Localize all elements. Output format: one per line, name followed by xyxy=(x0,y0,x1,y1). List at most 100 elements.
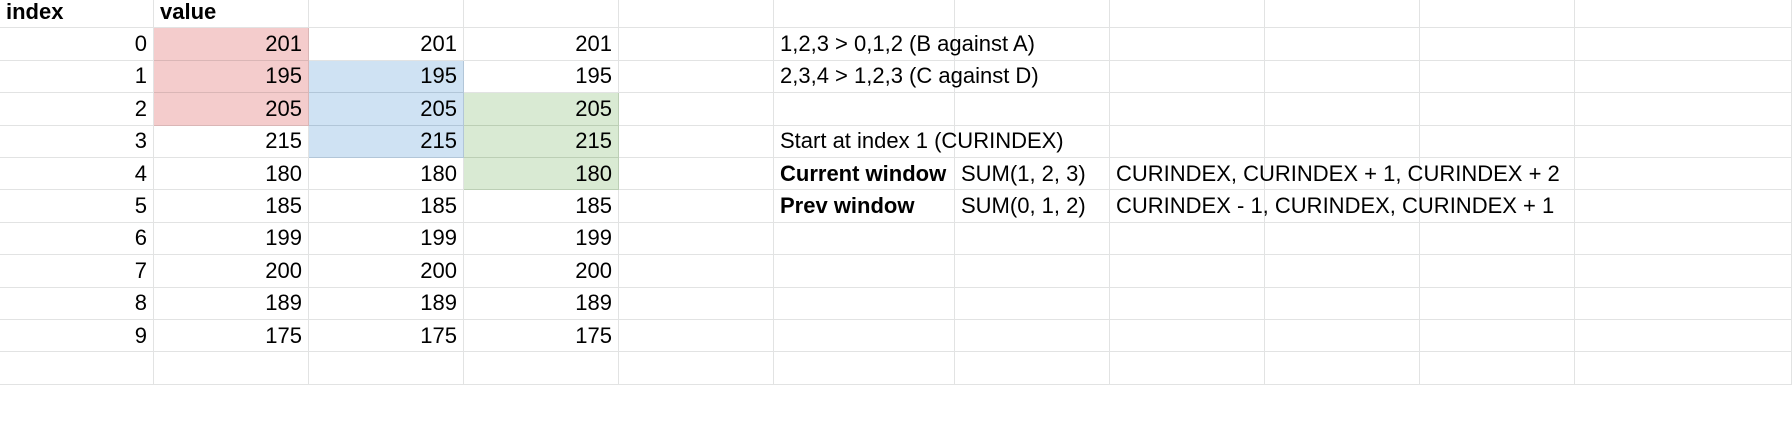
cell-i-row-6[interactable] xyxy=(1265,222,1420,256)
cell-i-row-3[interactable] xyxy=(1265,125,1420,158)
cell-f-row-9[interactable] xyxy=(774,320,955,353)
cell-index-row-7[interactable]: 7 xyxy=(0,255,154,288)
cell-h-row-3[interactable] xyxy=(1110,125,1265,158)
cell-j-row-5[interactable] xyxy=(1420,190,1575,223)
cell-empty[interactable] xyxy=(1110,352,1265,385)
cell-f-row-1[interactable]: 2,3,4 > 1,2,3 (C against D) xyxy=(774,60,1039,94)
cell-value-row-4[interactable]: 180 xyxy=(154,158,309,191)
cell-value-row-3[interactable]: 215 xyxy=(154,125,309,158)
header-cell-i[interactable] xyxy=(1265,0,1420,29)
cell-value-row-9[interactable]: 175 xyxy=(154,320,309,353)
cell-i-row-2[interactable] xyxy=(1265,93,1420,126)
cell-k-row-2[interactable] xyxy=(1575,93,1792,126)
cell-g-row-3[interactable] xyxy=(955,125,1110,158)
cell-empty[interactable] xyxy=(0,352,154,385)
cell-c-row-2[interactable]: 205 xyxy=(309,93,464,126)
cell-h-row-1[interactable] xyxy=(1110,60,1265,94)
cell-d-row-4[interactable]: 180 xyxy=(464,158,619,191)
cell-k-row-0[interactable] xyxy=(1575,28,1792,61)
cell-e-row-0[interactable] xyxy=(619,28,774,61)
cell-index-row-0[interactable]: 0 xyxy=(0,28,154,61)
cell-k-row-7[interactable] xyxy=(1575,255,1792,288)
cell-value-row-6[interactable]: 199 xyxy=(154,222,309,256)
cell-g-row-7[interactable] xyxy=(955,255,1110,288)
cell-k-row-5[interactable] xyxy=(1575,190,1792,223)
cell-g-row-9[interactable] xyxy=(955,320,1110,353)
cell-d-row-2[interactable]: 205 xyxy=(464,93,619,126)
cell-d-row-8[interactable]: 189 xyxy=(464,287,619,320)
cell-c-row-7[interactable]: 200 xyxy=(309,255,464,288)
cell-j-row-0[interactable] xyxy=(1420,28,1575,61)
cell-empty[interactable] xyxy=(154,352,309,385)
cell-i-row-7[interactable] xyxy=(1265,255,1420,288)
cell-value-row-8[interactable]: 189 xyxy=(154,287,309,320)
cell-h-row-8[interactable] xyxy=(1110,287,1265,320)
cell-e-row-9[interactable] xyxy=(619,320,774,353)
cell-c-row-4[interactable]: 180 xyxy=(309,158,464,191)
cell-value-row-0[interactable]: 201 xyxy=(154,28,309,61)
cell-c-row-6[interactable]: 199 xyxy=(309,222,464,256)
cell-value-row-2[interactable]: 205 xyxy=(154,93,309,126)
cell-i-row-9[interactable] xyxy=(1265,320,1420,353)
cell-empty[interactable] xyxy=(955,352,1110,385)
cell-k-row-4[interactable] xyxy=(1575,158,1792,191)
cell-index-row-2[interactable]: 2 xyxy=(0,93,154,126)
cell-e-row-2[interactable] xyxy=(619,93,774,126)
cell-j-row-1[interactable] xyxy=(1420,60,1575,94)
header-cell-f[interactable] xyxy=(774,0,955,29)
cell-g-row-0[interactable] xyxy=(955,28,1110,61)
cell-f-row-6[interactable] xyxy=(774,222,955,256)
cell-d-row-9[interactable]: 175 xyxy=(464,320,619,353)
cell-g-row-4[interactable]: SUM(1, 2, 3) xyxy=(955,158,1110,191)
cell-f-row-7[interactable] xyxy=(774,255,955,288)
cell-g-row-8[interactable] xyxy=(955,287,1110,320)
header-cell-d[interactable] xyxy=(464,0,619,29)
cell-j-row-8[interactable] xyxy=(1420,287,1575,320)
header-cell-h[interactable] xyxy=(1110,0,1265,29)
header-cell-k[interactable] xyxy=(1575,0,1792,29)
cell-e-row-4[interactable] xyxy=(619,158,774,191)
cell-h-row-2[interactable] xyxy=(1110,93,1265,126)
cell-k-row-3[interactable] xyxy=(1575,125,1792,158)
cell-j-row-7[interactable] xyxy=(1420,255,1575,288)
cell-f-row-8[interactable] xyxy=(774,287,955,320)
cell-k-row-9[interactable] xyxy=(1575,320,1792,353)
cell-empty[interactable] xyxy=(464,352,619,385)
cell-j-row-3[interactable] xyxy=(1420,125,1575,158)
cell-e-row-5[interactable] xyxy=(619,190,774,223)
cell-c-row-0[interactable]: 201 xyxy=(309,28,464,61)
cell-h-row-0[interactable] xyxy=(1110,28,1265,61)
cell-value-row-7[interactable]: 200 xyxy=(154,255,309,288)
cell-index-row-3[interactable]: 3 xyxy=(0,125,154,158)
cell-value-row-5[interactable]: 185 xyxy=(154,190,309,223)
cell-j-row-4[interactable] xyxy=(1420,158,1575,191)
cell-k-row-1[interactable] xyxy=(1575,60,1792,94)
cell-empty[interactable] xyxy=(1575,352,1792,385)
cell-i-row-5[interactable] xyxy=(1265,190,1420,223)
cell-index-row-4[interactable]: 4 xyxy=(0,158,154,191)
cell-i-row-4[interactable] xyxy=(1265,158,1420,191)
cell-f-row-2[interactable] xyxy=(774,93,955,126)
cell-f-row-3[interactable]: Start at index 1 (CURINDEX) xyxy=(774,125,1064,158)
cell-d-row-5[interactable]: 185 xyxy=(464,190,619,223)
cell-h-row-7[interactable] xyxy=(1110,255,1265,288)
cell-c-row-9[interactable]: 175 xyxy=(309,320,464,353)
cell-g-row-6[interactable] xyxy=(955,222,1110,256)
cell-h-row-9[interactable] xyxy=(1110,320,1265,353)
cell-c-row-1[interactable]: 195 xyxy=(309,60,464,94)
cell-h-row-5[interactable]: CURINDEX - 1, CURINDEX, CURINDEX + 1 xyxy=(1110,190,1554,223)
cell-h-row-4[interactable]: CURINDEX, CURINDEX + 1, CURINDEX + 2 xyxy=(1110,158,1560,191)
cell-index-row-8[interactable]: 8 xyxy=(0,287,154,320)
cell-d-row-1[interactable]: 195 xyxy=(464,60,619,94)
cell-d-row-0[interactable]: 201 xyxy=(464,28,619,61)
cell-c-row-3[interactable]: 215 xyxy=(309,125,464,158)
cell-h-row-6[interactable] xyxy=(1110,222,1265,256)
cell-d-row-7[interactable]: 200 xyxy=(464,255,619,288)
cell-d-row-6[interactable]: 199 xyxy=(464,222,619,256)
cell-value-row-1[interactable]: 195 xyxy=(154,60,309,94)
cell-index-row-1[interactable]: 1 xyxy=(0,60,154,94)
cell-g-row-5[interactable]: SUM(0, 1, 2) xyxy=(955,190,1110,223)
cell-c-row-8[interactable]: 189 xyxy=(309,287,464,320)
cell-j-row-2[interactable] xyxy=(1420,93,1575,126)
cell-g-row-1[interactable] xyxy=(955,60,1110,94)
